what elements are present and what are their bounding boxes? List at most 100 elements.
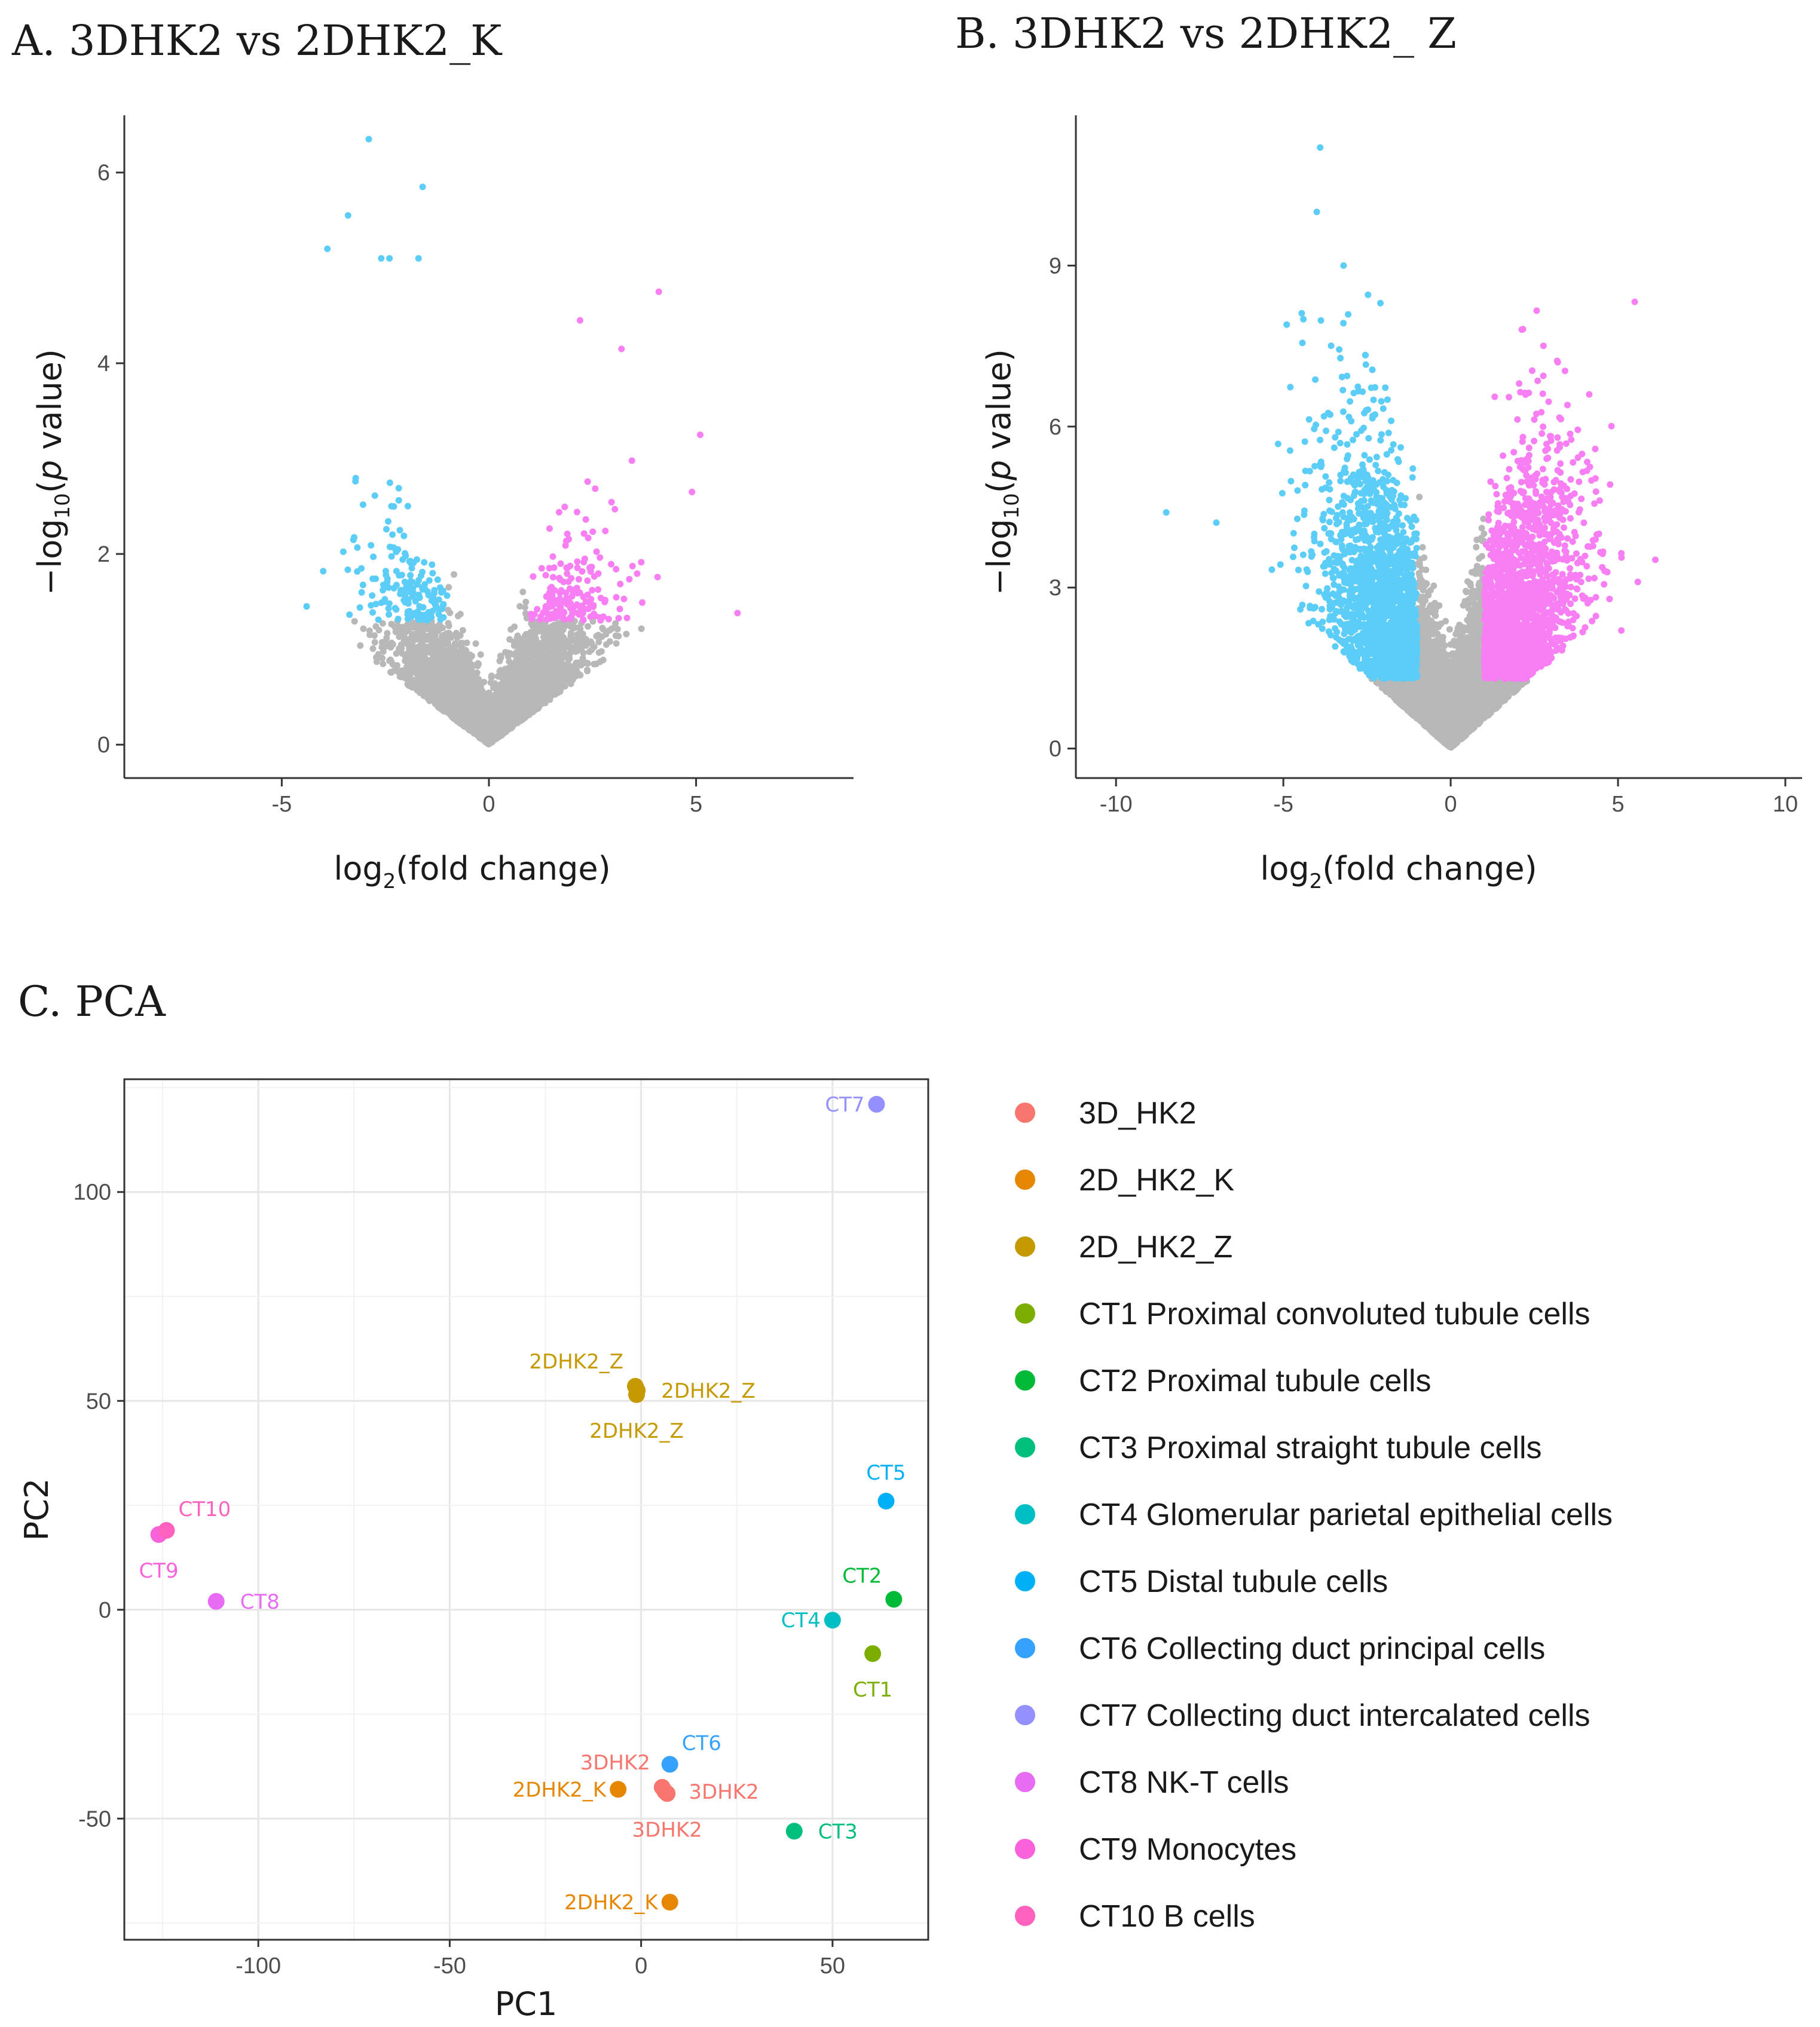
panel-a-point-ns [439,698,446,705]
panel-a-y-tick-label: 2 [97,542,110,567]
panel-a-point-ns [588,640,595,647]
panel-a-point-ns [435,691,442,699]
panel-a-point-ns [585,623,591,630]
panel-a-point-ns [497,683,503,690]
panel-a-point-ns [491,734,498,740]
panel-a-point-ns [504,651,511,658]
panel-a-point-down [415,255,422,262]
panel-a-point-ns [473,670,480,678]
panel-a-point-ns [463,639,470,647]
panel-a-point-ns [443,640,451,647]
panel-a-point-down [356,604,363,611]
panel-a-point-up [655,288,662,295]
panel-a-point-ns [533,645,539,653]
panel-a-point-ns [416,659,423,666]
panel-a-point-ns [388,639,395,647]
panel-a-point-ns [410,619,417,626]
panel-a-point-up [689,488,696,495]
panel-a-point-up [634,570,641,577]
panel-a-point-down [406,608,413,615]
panel-a-point-down [354,544,361,551]
panel-a-point-down [440,614,447,621]
panel-a-point-ns [375,627,383,633]
panel-a-point-ns [444,674,451,681]
panel-a-x-label: log2(fold change) [334,850,610,893]
panel-a-point-ns [577,636,584,643]
panel-a-point-down [400,532,408,540]
panel-a-point-ns [457,671,464,678]
panel-a-point-up [567,562,574,569]
panel-a-point-ns [400,651,408,658]
panel-a-point-ns [458,639,466,647]
panel-a-point-ns [531,678,537,685]
panel-a-point-down [429,561,436,568]
panel-a-point-ns [485,694,492,702]
panel-a-point-ns [457,679,464,687]
panel-a-point-up [542,572,549,579]
panel-a-point-ns [512,659,519,666]
panel-a-point-ns [458,696,465,703]
panel-a-point-ns [391,623,399,630]
panel-a-point-down [371,492,378,499]
panel-a-point-ns [588,646,595,653]
panel-a-point-down [383,526,390,533]
panel-a-point-ns [454,690,461,696]
panel-a-point-down [375,616,382,623]
panel-a-point-up [546,590,553,597]
panel-a-point-down [386,479,393,486]
panel-a-point-ns [574,659,581,666]
panel-a-point-ns [451,571,457,578]
panel-a-point-down [358,589,365,596]
panel-a-point-up [546,565,553,572]
panel-a-point-ns [429,644,436,651]
panel-a-point-up [589,528,597,535]
panel-a-point-ns [542,657,549,664]
panel-a-point-up [608,498,615,506]
panel-a-point-down [421,559,428,566]
panel-a-point-ns [602,641,610,648]
panel-a-point-down [368,542,375,549]
panel-a-point-ns [443,654,451,662]
panel-a-point-up [548,584,555,590]
panel-a-point-down [395,497,402,504]
panel-a-point-ns [577,625,584,632]
panel-a-point-up [597,595,604,602]
panel-a-point-up [638,559,645,566]
panel-a-point-ns [593,633,600,640]
panel-a-point-ns [468,680,475,687]
panel-a-point-down [429,569,436,577]
panel-a-point-ns [405,674,412,681]
panel-a-point-ns [421,646,428,653]
panel-a-point-ns [429,675,436,682]
panel-a-point-ns [487,679,494,686]
panel-a-point-ns [466,652,473,659]
panel-a-point-ns [552,624,559,632]
panel-a-point-down [416,594,423,601]
panel-a-point-ns [379,654,386,662]
panel-a-point-ns [527,698,534,705]
panel-a-point-down [359,581,366,589]
panel-a-point-ns [457,702,464,709]
panel-a-point-ns [467,723,474,730]
panel-a-point-down [403,589,410,596]
panel-a-point-up [549,574,556,581]
panel-a-point-up [592,613,599,620]
panel-a-point-ns [415,675,423,682]
panel-a-point-ns [453,664,460,671]
panel-a-point-down [421,585,429,592]
panel-a-point-ns [612,620,619,627]
panel-a-point-ns [549,644,556,651]
panel-a-point-ns [612,632,619,639]
panel-a-point-ns [614,626,621,633]
panel-a-point-up [639,599,646,606]
panel-a-point-ns [528,685,536,693]
panel-a-point-up [544,610,551,617]
panel-a-point-up [571,603,578,610]
panel-a-point-down [394,616,402,623]
panel-a-point-down [391,605,399,612]
panel-a-point-ns [464,660,472,667]
panel-a-point-up [568,593,576,600]
panel-a-point-ns [496,700,503,707]
panel-a-point-up [602,528,609,534]
panel-a-point-down [359,501,366,508]
